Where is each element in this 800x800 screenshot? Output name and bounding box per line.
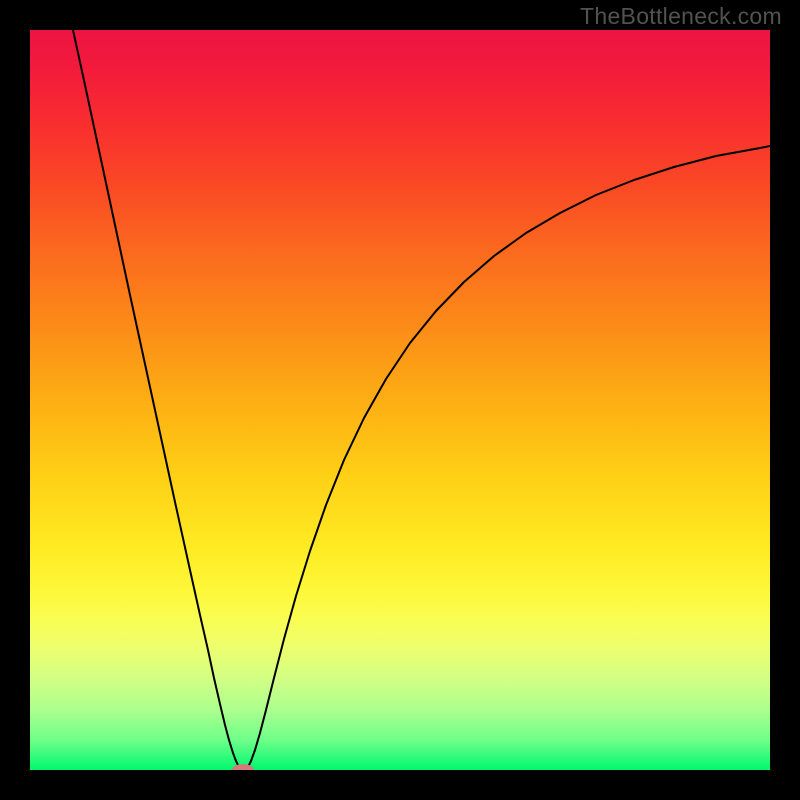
chart-plot (30, 30, 770, 770)
watermark-label: TheBottleneck.com (580, 3, 782, 30)
gradient-background (30, 30, 770, 770)
